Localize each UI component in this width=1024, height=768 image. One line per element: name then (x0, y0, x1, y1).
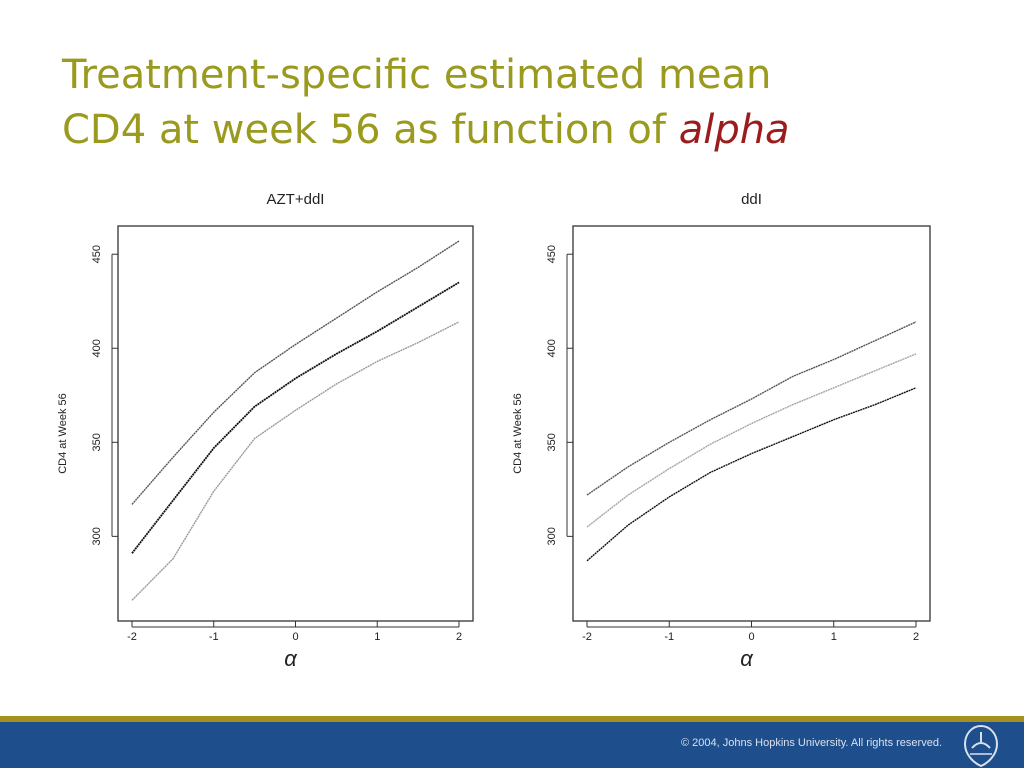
x-tick-label: -1 (209, 631, 219, 643)
university-shield-icon (963, 724, 999, 768)
y-tick-label: 450 (91, 245, 103, 263)
slide-title-line1: Treatment-specific estimated mean (62, 52, 772, 98)
x-tick-label: -2 (582, 631, 592, 643)
x-tick-label: 1 (831, 631, 837, 643)
x-axis-label: α (740, 646, 754, 671)
series-line-3 (586, 387, 917, 562)
x-tick-label: 2 (913, 631, 919, 643)
slide-title-line2: CD4 at week 56 as function of (62, 107, 679, 153)
chart-title: ddI (741, 191, 762, 208)
plot-frame (572, 225, 931, 622)
footer-rule (0, 716, 1024, 722)
x-axis-label: α (284, 646, 298, 671)
y-tick-label: 300 (91, 527, 103, 545)
y-tick-label: 450 (546, 245, 558, 263)
x-tick-label: 0 (748, 631, 754, 643)
y-tick-label: 350 (91, 433, 103, 451)
series-line-3 (131, 321, 460, 601)
slide-title-italic: alpha (678, 107, 790, 153)
footer-copyright: © 2004, Johns Hopkins University. All ri… (680, 737, 942, 749)
chart-panel-ddi: ddI -2 -1 0 1 2 300 350 400 450 α CD4 at Week 56 (512, 191, 931, 671)
y-tick-label: 300 (546, 527, 558, 545)
x-tick-label: 0 (292, 631, 298, 643)
series-line-2 (586, 353, 917, 528)
series-line-1 (586, 321, 917, 496)
plot-frame (117, 225, 474, 622)
chart-title: AZT+ddI (267, 191, 325, 208)
y-tick-label: 400 (91, 339, 103, 357)
y-axis-label: CD4 at Week 56 (512, 393, 524, 474)
series-line-2 (131, 281, 460, 554)
series-line-1 (131, 240, 460, 505)
footer-band (0, 722, 1024, 768)
slide-title: Treatment-specific estimated mean CD4 at … (62, 48, 982, 158)
x-tick-label: -1 (664, 631, 674, 643)
y-axis-label: CD4 at Week 56 (57, 393, 69, 474)
x-tick-label: -2 (127, 631, 137, 643)
y-tick-label: 350 (546, 433, 558, 451)
x-tick-label: 2 (456, 631, 462, 643)
chart-panel-azt-ddi: AZT+ddI -2 -1 0 1 2 300 350 400 450 α CD4 at Week 5… (57, 191, 474, 671)
y-tick-label: 400 (546, 339, 558, 357)
x-tick-label: 1 (374, 631, 380, 643)
